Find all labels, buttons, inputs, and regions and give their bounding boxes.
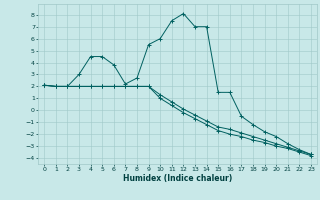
X-axis label: Humidex (Indice chaleur): Humidex (Indice chaleur): [123, 174, 232, 183]
